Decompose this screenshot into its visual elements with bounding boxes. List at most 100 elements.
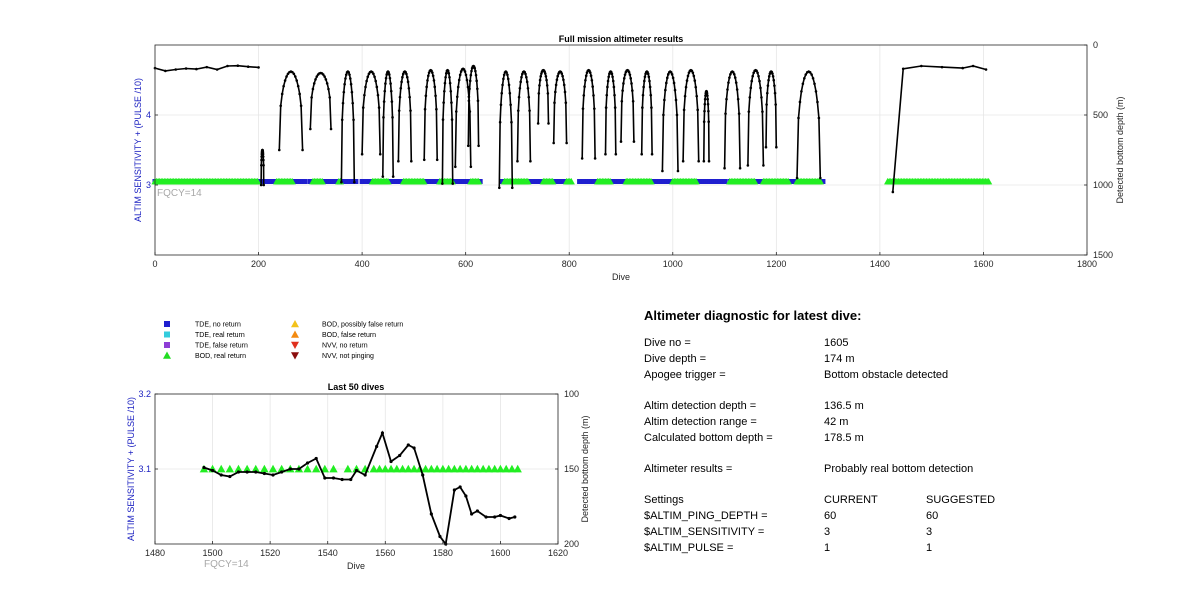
bottom-depth-point bbox=[723, 166, 726, 170]
bottom-depth-point bbox=[451, 182, 455, 185]
last50-x-axis-label: Dive bbox=[347, 561, 365, 571]
pulse-row: $ALTIM_PULSE = 1 1 bbox=[644, 542, 1164, 558]
bottom-depth-point bbox=[674, 98, 678, 102]
bod-real-return-marker bbox=[404, 464, 413, 473]
bod-real-return-marker bbox=[409, 464, 419, 473]
bottom-depth-point bbox=[457, 78, 461, 82]
bottom-depth-point bbox=[401, 75, 404, 79]
legend-triangle-down-marker bbox=[291, 341, 299, 349]
bottom-depth-point bbox=[606, 79, 610, 83]
bottom-depth-point bbox=[814, 90, 818, 93]
legend-square-marker bbox=[164, 321, 170, 327]
left-tick-label: 4 bbox=[146, 110, 151, 120]
bottom-depth-point bbox=[767, 78, 770, 82]
bottom-depth-point bbox=[500, 91, 504, 95]
bottom-depth-point bbox=[425, 85, 428, 89]
bottom-depth-point bbox=[469, 165, 473, 169]
bottom-depth-point bbox=[592, 94, 595, 97]
bottom-depth-point bbox=[288, 467, 292, 471]
bottom-depth-point bbox=[397, 109, 401, 112]
bod-real-return-marker bbox=[784, 177, 792, 185]
bottom-depth-point bbox=[817, 116, 821, 120]
altim-range-value: 42 m bbox=[824, 416, 849, 428]
bottom-depth-point bbox=[649, 93, 653, 97]
bottom-depth-point bbox=[726, 88, 729, 91]
bottom-depth-point bbox=[464, 73, 468, 77]
ping-depth-row: $ALTIM_PING_DEPTH = 60 60 bbox=[644, 510, 1164, 526]
bottom-depth-point bbox=[641, 93, 645, 97]
bottom-depth-point bbox=[604, 152, 607, 156]
legend-label: NVV, no return bbox=[322, 343, 368, 350]
bottom-depth-point bbox=[593, 157, 597, 160]
bottom-depth-point bbox=[665, 81, 668, 85]
bottom-depth-point bbox=[516, 109, 520, 112]
bottom-depth-point bbox=[261, 155, 265, 158]
bottom-depth-point bbox=[444, 75, 447, 79]
main-marks bbox=[151, 64, 993, 194]
bod-real-return-marker bbox=[352, 464, 361, 473]
bottom-depth-point bbox=[513, 515, 517, 519]
x-tick-label: 1540 bbox=[318, 548, 338, 558]
bottom-depth-point bbox=[470, 69, 473, 73]
bottom-depth-point bbox=[543, 72, 547, 75]
bottom-depth-point bbox=[706, 94, 709, 97]
legend-triangle-up-marker bbox=[163, 351, 171, 359]
bottom-depth-point bbox=[518, 86, 522, 90]
bottom-depth-point bbox=[694, 85, 698, 89]
bottom-depth-point bbox=[631, 100, 635, 103]
main-x-axis-label: Dive bbox=[612, 272, 630, 282]
right-tick-label: 1500 bbox=[1093, 250, 1113, 260]
bottom-depth-point bbox=[340, 118, 344, 122]
bottom-depth-point bbox=[671, 76, 675, 80]
bottom-depth-point bbox=[538, 78, 542, 82]
bottom-depth-point bbox=[605, 93, 609, 97]
bottom-depth-point bbox=[323, 75, 326, 78]
settings-label: Settings bbox=[644, 494, 684, 506]
bottom-depth-point bbox=[629, 77, 633, 80]
bottom-depth-point bbox=[257, 66, 260, 69]
bottom-depth-point bbox=[435, 107, 438, 111]
bottom-depth-point bbox=[283, 79, 287, 82]
bottom-depth-point bbox=[771, 72, 774, 75]
ping-depth-current: 60 bbox=[824, 510, 837, 522]
bottom-depth-point bbox=[384, 82, 387, 85]
bottom-depth-point bbox=[665, 76, 669, 80]
bottom-depth-point bbox=[697, 159, 700, 163]
calc-depth-value: 178.5 m bbox=[824, 432, 864, 444]
bottom-depth-point bbox=[606, 85, 609, 89]
bottom-depth-point bbox=[767, 75, 771, 78]
bottom-depth-point bbox=[707, 159, 711, 163]
x-tick-label: 1500 bbox=[203, 548, 223, 558]
legend-label: NVV, not pinging bbox=[322, 353, 374, 360]
x-tick-label: 1600 bbox=[973, 259, 993, 269]
bottom-depth-point bbox=[707, 120, 710, 123]
bottom-depth-point bbox=[553, 101, 556, 105]
suggested-label: SUGGESTED bbox=[926, 494, 996, 506]
bottom-depth-point bbox=[801, 82, 805, 86]
bottom-depth-point bbox=[443, 81, 447, 85]
bottom-depth-point bbox=[405, 72, 408, 76]
bod-real-return-marker bbox=[312, 464, 321, 473]
bottom-depth-point bbox=[442, 101, 445, 104]
bod-real-return-marker bbox=[455, 464, 465, 473]
bottom-depth-point bbox=[210, 468, 215, 473]
bottom-depth-point bbox=[664, 88, 667, 92]
calc-depth-label: Calculated bottom depth = bbox=[644, 432, 773, 444]
bottom-depth-point bbox=[703, 102, 707, 106]
dive-depth-label: Dive depth = bbox=[644, 353, 707, 365]
bottom-depth-point bbox=[465, 78, 469, 82]
right-tick-label: 150 bbox=[564, 464, 579, 474]
altim-range-row: Altim detection range = 42 m bbox=[644, 416, 1164, 432]
bod-real-return-marker bbox=[381, 464, 390, 473]
bottom-depth-point bbox=[762, 164, 765, 167]
x-tick-label: 1000 bbox=[663, 259, 683, 269]
main-right-axis-label: Detected bottom depth (m) bbox=[1115, 96, 1125, 203]
bod-real-return-marker bbox=[467, 464, 476, 473]
bottom-depth-point bbox=[388, 76, 392, 80]
bottom-depth-point bbox=[441, 182, 444, 185]
bottom-depth-point bbox=[773, 84, 776, 87]
bottom-depth-point bbox=[695, 94, 699, 98]
bottom-depth-point bbox=[450, 101, 453, 104]
bottom-depth-point bbox=[759, 86, 762, 90]
bottom-depth-point bbox=[454, 110, 458, 113]
